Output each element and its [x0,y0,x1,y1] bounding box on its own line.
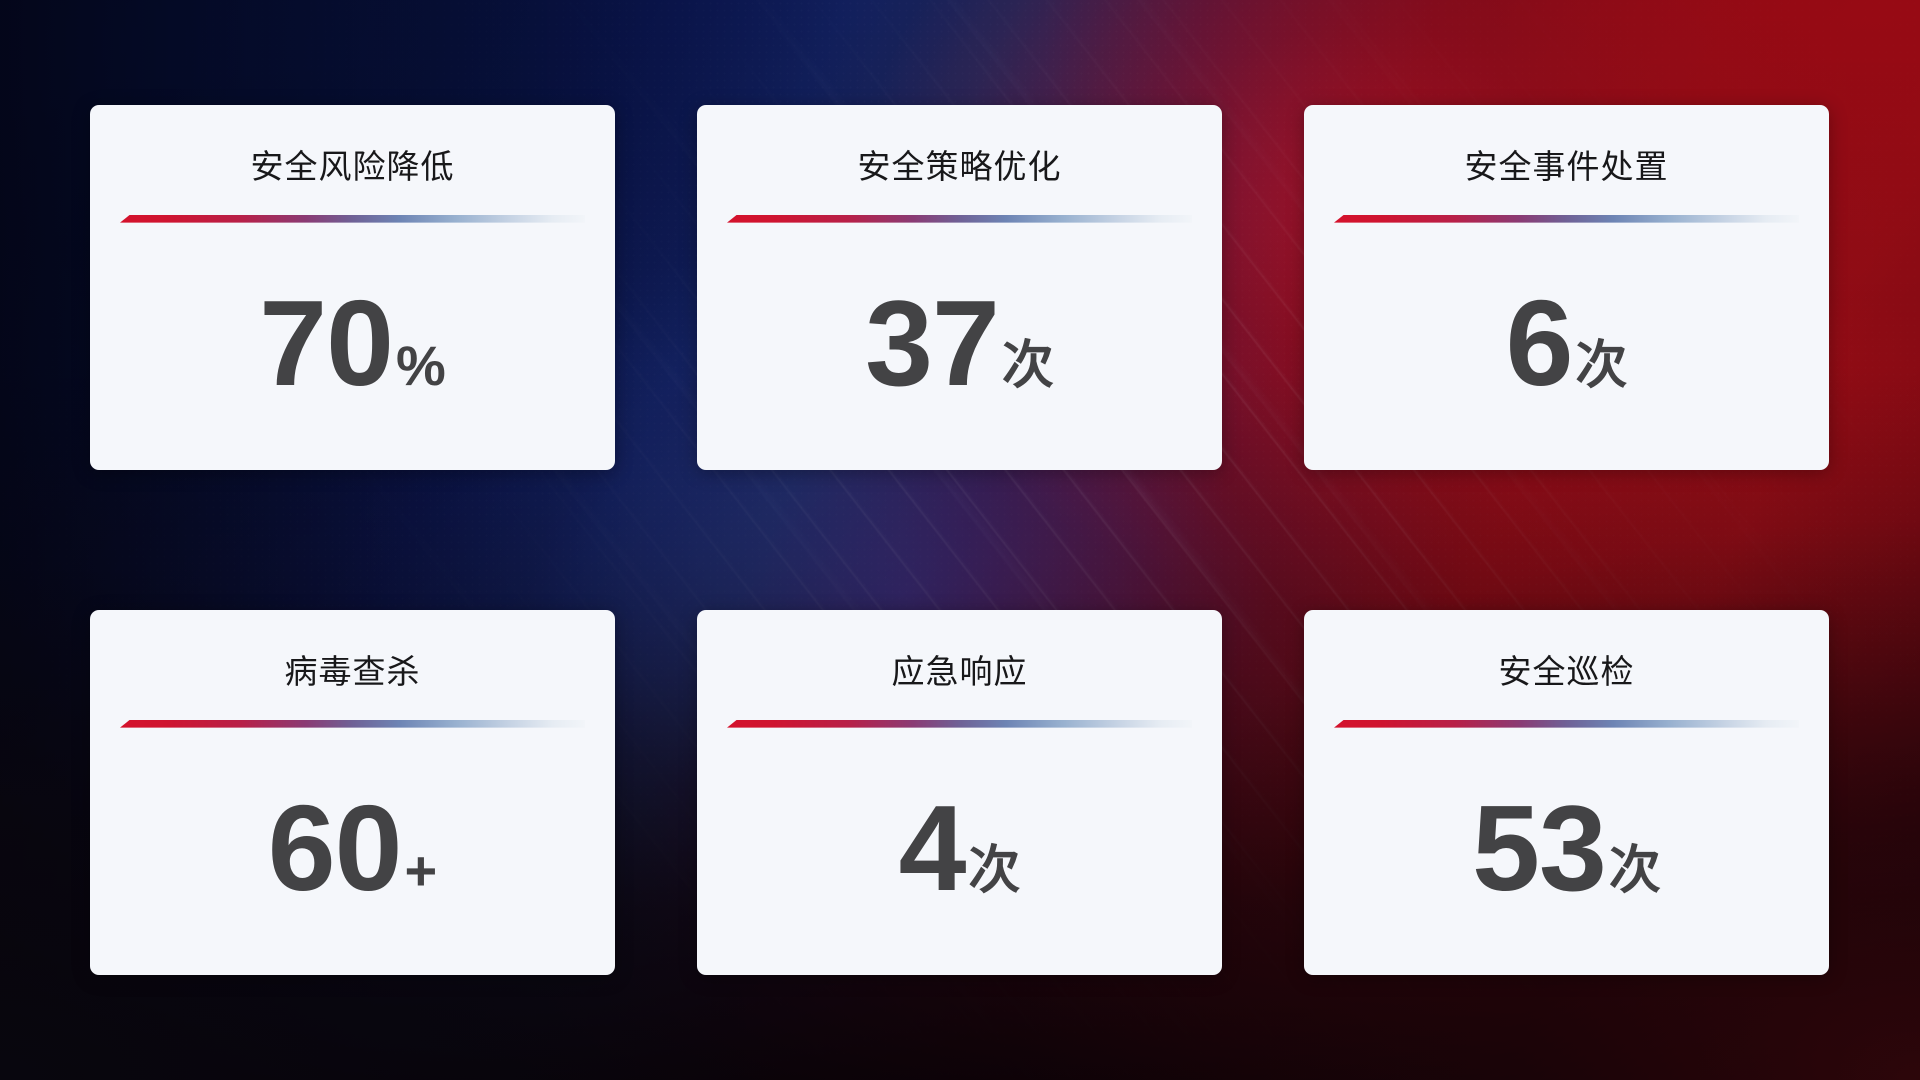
metric-card-gradient-rule [120,719,585,728]
metric-card-gradient-rule [120,214,585,223]
metric-card-value: 70% [90,217,615,470]
metric-value-number: 70 [259,275,394,412]
metric-value-suffix: 次 [968,842,1021,901]
metric-card-title: 安全风险降低 [250,148,455,185]
gradient-rule-bar [1334,719,1799,728]
metric-value-number: 53 [1472,780,1607,917]
metric-value-number: 6 [1505,275,1574,412]
metric-card-title: 安全事件处置 [1464,148,1669,185]
metric-value-suffix: 次 [1001,337,1054,396]
metric-card-value: 60 + [90,722,615,975]
metric-card-gradient-rule [727,214,1192,223]
metric-card-value: 37 次 [697,217,1222,470]
metric-card-security-policy-optimization[interactable]: 安全策略优化 37 次 [697,105,1222,470]
metric-card-security-risk-reduction[interactable]: 安全风险降低 70% [90,105,615,470]
metric-value-group: 53 次 [1472,787,1661,909]
metric-card-emergency-response[interactable]: 应急响应 4 次 [697,610,1222,975]
metric-value-group: 60 + [268,787,437,909]
metric-card-security-inspection[interactable]: 安全巡检 53 次 [1304,610,1829,975]
metric-value-group: 37 次 [865,282,1054,404]
gradient-rule-bar [1334,214,1799,223]
metric-value-number: 37 [865,275,1000,412]
metric-value-suffix: + [404,839,438,903]
metric-card-security-incident-handling[interactable]: 安全事件处置 6 次 [1304,105,1829,470]
metric-value-number: 60 [267,780,403,917]
metric-card-title: 安全策略优化 [857,148,1062,185]
metric-value-suffix: % [395,334,446,398]
metric-card-gradient-rule [727,719,1192,728]
metric-value-suffix: 次 [1608,842,1661,901]
metric-card-gradient-rule [1334,719,1799,728]
metric-card-grid: 安全风险降低 70% 安全策略优化 37 次安全事件处置 6 次病毒查杀 60 + 应急响应 4 次安… [90,105,1830,975]
metric-value-number: 4 [898,780,967,917]
gradient-rule-bar [727,214,1192,223]
gradient-rule-bar [120,214,585,223]
metric-card-title: 病毒查杀 [284,653,421,690]
metric-card-title: 应急响应 [891,653,1028,690]
gradient-rule-bar [120,719,585,728]
gradient-rule-bar [727,719,1192,728]
metric-card-value: 53 次 [1304,722,1829,975]
metric-card-virus-scanning[interactable]: 病毒查杀 60 + [90,610,615,975]
metric-value-group: 70% [259,282,446,404]
metric-card-gradient-rule [1334,214,1799,223]
metric-card-title: 安全巡检 [1498,653,1635,690]
metric-value-suffix: 次 [1575,337,1628,396]
